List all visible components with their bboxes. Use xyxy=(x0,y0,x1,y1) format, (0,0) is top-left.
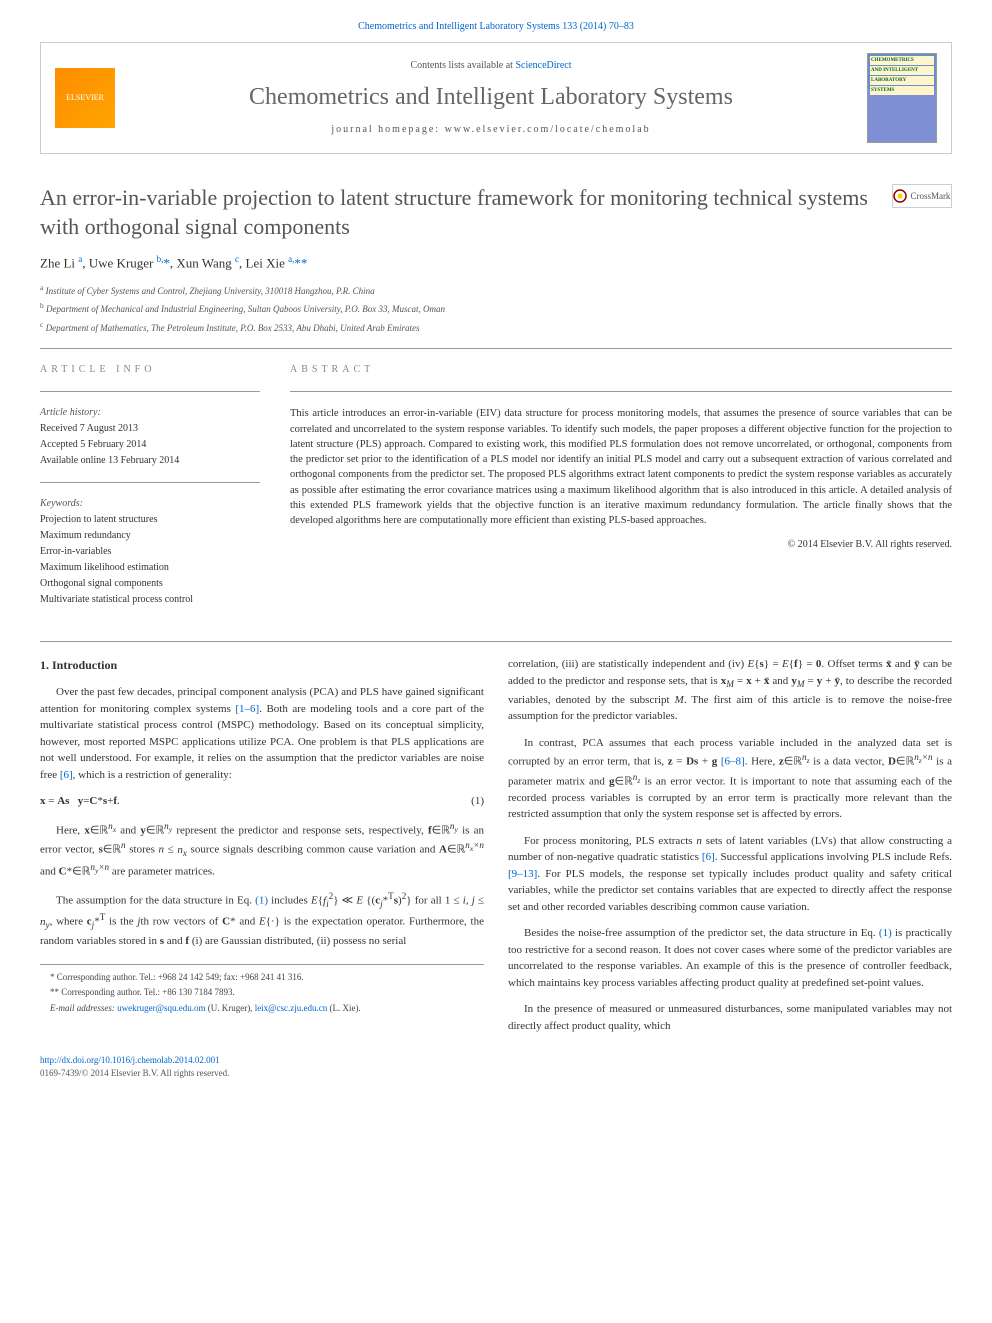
cover-line: SYSTEMS xyxy=(870,86,934,95)
elsevier-logo-text: ELSEVIER xyxy=(66,92,104,103)
footnote: ** Corresponding author. Tel.: +86 130 7… xyxy=(40,986,484,1000)
crossmark-badge[interactable]: CrossMark xyxy=(892,184,952,208)
abstract-copyright: © 2014 Elsevier B.V. All rights reserved… xyxy=(290,538,952,552)
equation-row: x = As y=C*s+f. (1) xyxy=(40,793,484,810)
ref-link[interactable]: [6–8] xyxy=(721,756,745,768)
affiliation-text: Institute of Cyber Systems and Control, … xyxy=(46,286,375,296)
divider xyxy=(40,482,260,483)
cover-line: CHEMOMETRICS xyxy=(870,56,934,65)
body-paragraph: For process monitoring, PLS extracts n s… xyxy=(508,833,952,916)
affiliation: a Institute of Cyber Systems and Control… xyxy=(40,283,952,298)
ref-link[interactable]: [9–13] xyxy=(508,868,537,880)
body-paragraph: Over the past few decades, principal com… xyxy=(40,684,484,783)
article-info-col: ARTICLE INFO Article history: Received 7… xyxy=(40,363,260,621)
journal-citation[interactable]: Chemometrics and Intelligent Laboratory … xyxy=(40,20,952,34)
keyword: Multivariate statistical process control xyxy=(40,593,260,607)
journal-homepage: journal homepage: www.elsevier.com/locat… xyxy=(115,123,867,137)
footnote: * Corresponding author. Tel.: +968 24 14… xyxy=(40,971,484,985)
history-block: Article history: Received 7 August 2013 … xyxy=(40,406,260,468)
abstract-heading: ABSTRACT xyxy=(290,363,952,377)
email-name: (U. Kruger), xyxy=(205,1003,254,1013)
eq-link[interactable]: (1) xyxy=(255,895,268,907)
divider xyxy=(40,641,952,642)
email-name: (L. Xie). xyxy=(327,1003,361,1013)
journal-header-box: ELSEVIER Contents lists available at Sci… xyxy=(40,42,952,154)
history-item: Received 7 August 2013 xyxy=(40,422,260,436)
section-heading-intro: 1. Introduction xyxy=(40,656,484,674)
history-label: Article history: xyxy=(40,406,260,420)
footnote-emails: E-mail addresses: uwekruger@squ.edu.om (… xyxy=(40,1002,484,1016)
article-info-heading: ARTICLE INFO xyxy=(40,363,260,377)
ref-link[interactable]: [6] xyxy=(60,769,73,781)
email-link[interactable]: leix@csc.zju.edu.cn xyxy=(255,1003,328,1013)
abstract-col: ABSTRACT This article introduces an erro… xyxy=(290,363,952,621)
authors-line: Zhe Li a, Uwe Kruger b,*, Xun Wang c, Le… xyxy=(40,253,952,273)
article-title: An error-in-variable projection to laten… xyxy=(40,184,892,241)
eq-link[interactable]: (1) xyxy=(879,927,892,939)
sciencedirect-link[interactable]: ScienceDirect xyxy=(515,60,571,71)
body-paragraph: correlation, (iii) are statistically ind… xyxy=(508,656,952,724)
contents-prefix: Contents lists available at xyxy=(410,60,515,71)
keyword: Maximum redundancy xyxy=(40,529,260,543)
affiliation-text: Department of Mathematics, The Petroleum… xyxy=(46,323,420,333)
affiliation: c Department of Mathematics, The Petrole… xyxy=(40,320,952,335)
crossmark-icon xyxy=(893,189,907,203)
doi-link[interactable]: http://dx.doi.org/10.1016/j.chemolab.201… xyxy=(40,1055,220,1065)
ref-link[interactable]: [6] xyxy=(702,851,715,863)
divider xyxy=(40,391,260,392)
ref-link[interactable]: [1–6] xyxy=(235,703,259,715)
body-paragraph: Besides the noise-free assumption of the… xyxy=(508,925,952,991)
keywords-block: Keywords: Projection to latent structure… xyxy=(40,497,260,607)
keyword: Error-in-variables xyxy=(40,545,260,559)
affiliation-text: Department of Mechanical and Industrial … xyxy=(46,304,445,314)
journal-cover-thumb: CHEMOMETRICS AND INTELLIGENT LABORATORY … xyxy=(867,53,937,143)
body-paragraph: In contrast, PCA assumes that each proce… xyxy=(508,735,952,823)
body-columns: 1. Introduction Over the past few decade… xyxy=(40,656,952,1034)
contents-line: Contents lists available at ScienceDirec… xyxy=(115,59,867,73)
divider xyxy=(290,391,952,392)
body-paragraph: The assumption for the data structure in… xyxy=(40,890,484,950)
header-center: Contents lists available at ScienceDirec… xyxy=(115,59,867,137)
equation: x = As y=C*s+f. xyxy=(40,793,120,810)
cover-line: LABORATORY xyxy=(870,76,934,85)
body-paragraph: In the presence of measured or unmeasure… xyxy=(508,1001,952,1034)
email-label: E-mail addresses: xyxy=(50,1003,117,1013)
page-footer: http://dx.doi.org/10.1016/j.chemolab.201… xyxy=(40,1054,952,1079)
affiliation: b Department of Mechanical and Industria… xyxy=(40,301,952,316)
homepage-prefix: journal homepage: xyxy=(331,124,444,135)
abstract-text: This article introduces an error-in-vari… xyxy=(290,406,952,528)
keyword: Orthogonal signal components xyxy=(40,577,260,591)
keywords-label: Keywords: xyxy=(40,497,260,511)
info-abstract-row: ARTICLE INFO Article history: Received 7… xyxy=(40,363,952,621)
elsevier-logo: ELSEVIER xyxy=(55,68,115,128)
history-item: Available online 13 February 2014 xyxy=(40,454,260,468)
body-paragraph: Here, x∈ℝnx and y∈ℝny represent the pred… xyxy=(40,820,484,880)
title-row: An error-in-variable projection to laten… xyxy=(40,184,952,253)
issn-copyright: 0169-7439/© 2014 Elsevier B.V. All right… xyxy=(40,1067,952,1080)
footnotes-block: * Corresponding author. Tel.: +968 24 14… xyxy=(40,964,484,1016)
cover-line: AND INTELLIGENT xyxy=(870,66,934,75)
crossmark-label: CrossMark xyxy=(910,190,950,203)
homepage-url[interactable]: www.elsevier.com/locate/chemolab xyxy=(445,124,651,135)
history-item: Accepted 5 February 2014 xyxy=(40,438,260,452)
keyword: Projection to latent structures xyxy=(40,513,260,527)
email-link[interactable]: uwekruger@squ.edu.om xyxy=(117,1003,205,1013)
divider xyxy=(40,348,952,349)
equation-number: (1) xyxy=(471,793,484,810)
keyword: Maximum likelihood estimation xyxy=(40,561,260,575)
journal-title: Chemometrics and Intelligent Laboratory … xyxy=(115,81,867,115)
